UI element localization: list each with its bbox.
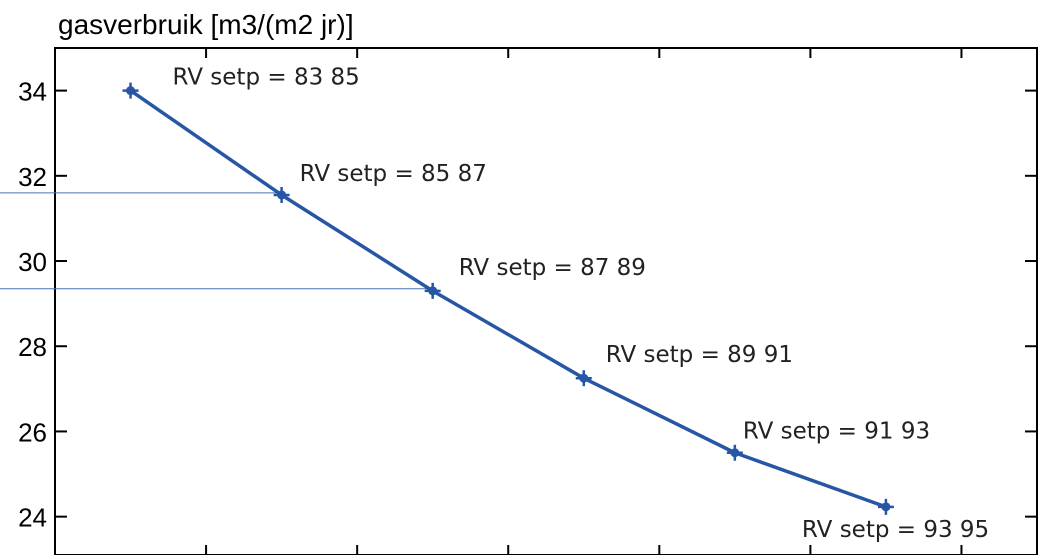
series-line-0 [129,89,887,509]
y-axis-ticks: 24 26 28 30 32 34 [18,77,1037,533]
point-label-3: RV setp = 89 91 [606,342,793,368]
y-tick-label-3: 30 [18,247,47,277]
point-label-1: RV setp = 85 87 [300,161,487,187]
point-label-5: RV setp = 93 95 [802,517,989,543]
data-point-4 [726,444,743,461]
y-tick-label-2: 28 [18,332,47,362]
data-point-1 [273,186,290,203]
series-group [122,82,894,515]
point-label-0: RV setp = 83 85 [173,65,360,91]
y-axis-label: gasverbruik [m3/(m2 jr)] [58,9,354,40]
y-tick-label-4: 32 [18,162,47,192]
reference-lines [0,192,433,290]
x-axis-ticks [205,48,963,555]
y-tick-label-0: 24 [18,503,47,533]
point-labels: RV setp = 83 85 RV setp = 85 87 RV setp = … [173,65,990,543]
data-point-0 [122,82,139,99]
plot-frame [54,47,1038,555]
y-tick-label-1: 26 [18,417,47,447]
data-point-2 [424,282,441,299]
point-label-2: RV setp = 87 89 [459,255,646,281]
point-label-4: RV setp = 91 93 [743,419,930,445]
y-tick-label-5: 34 [18,77,47,107]
data-point-5 [877,498,894,515]
data-point-3 [575,370,592,387]
